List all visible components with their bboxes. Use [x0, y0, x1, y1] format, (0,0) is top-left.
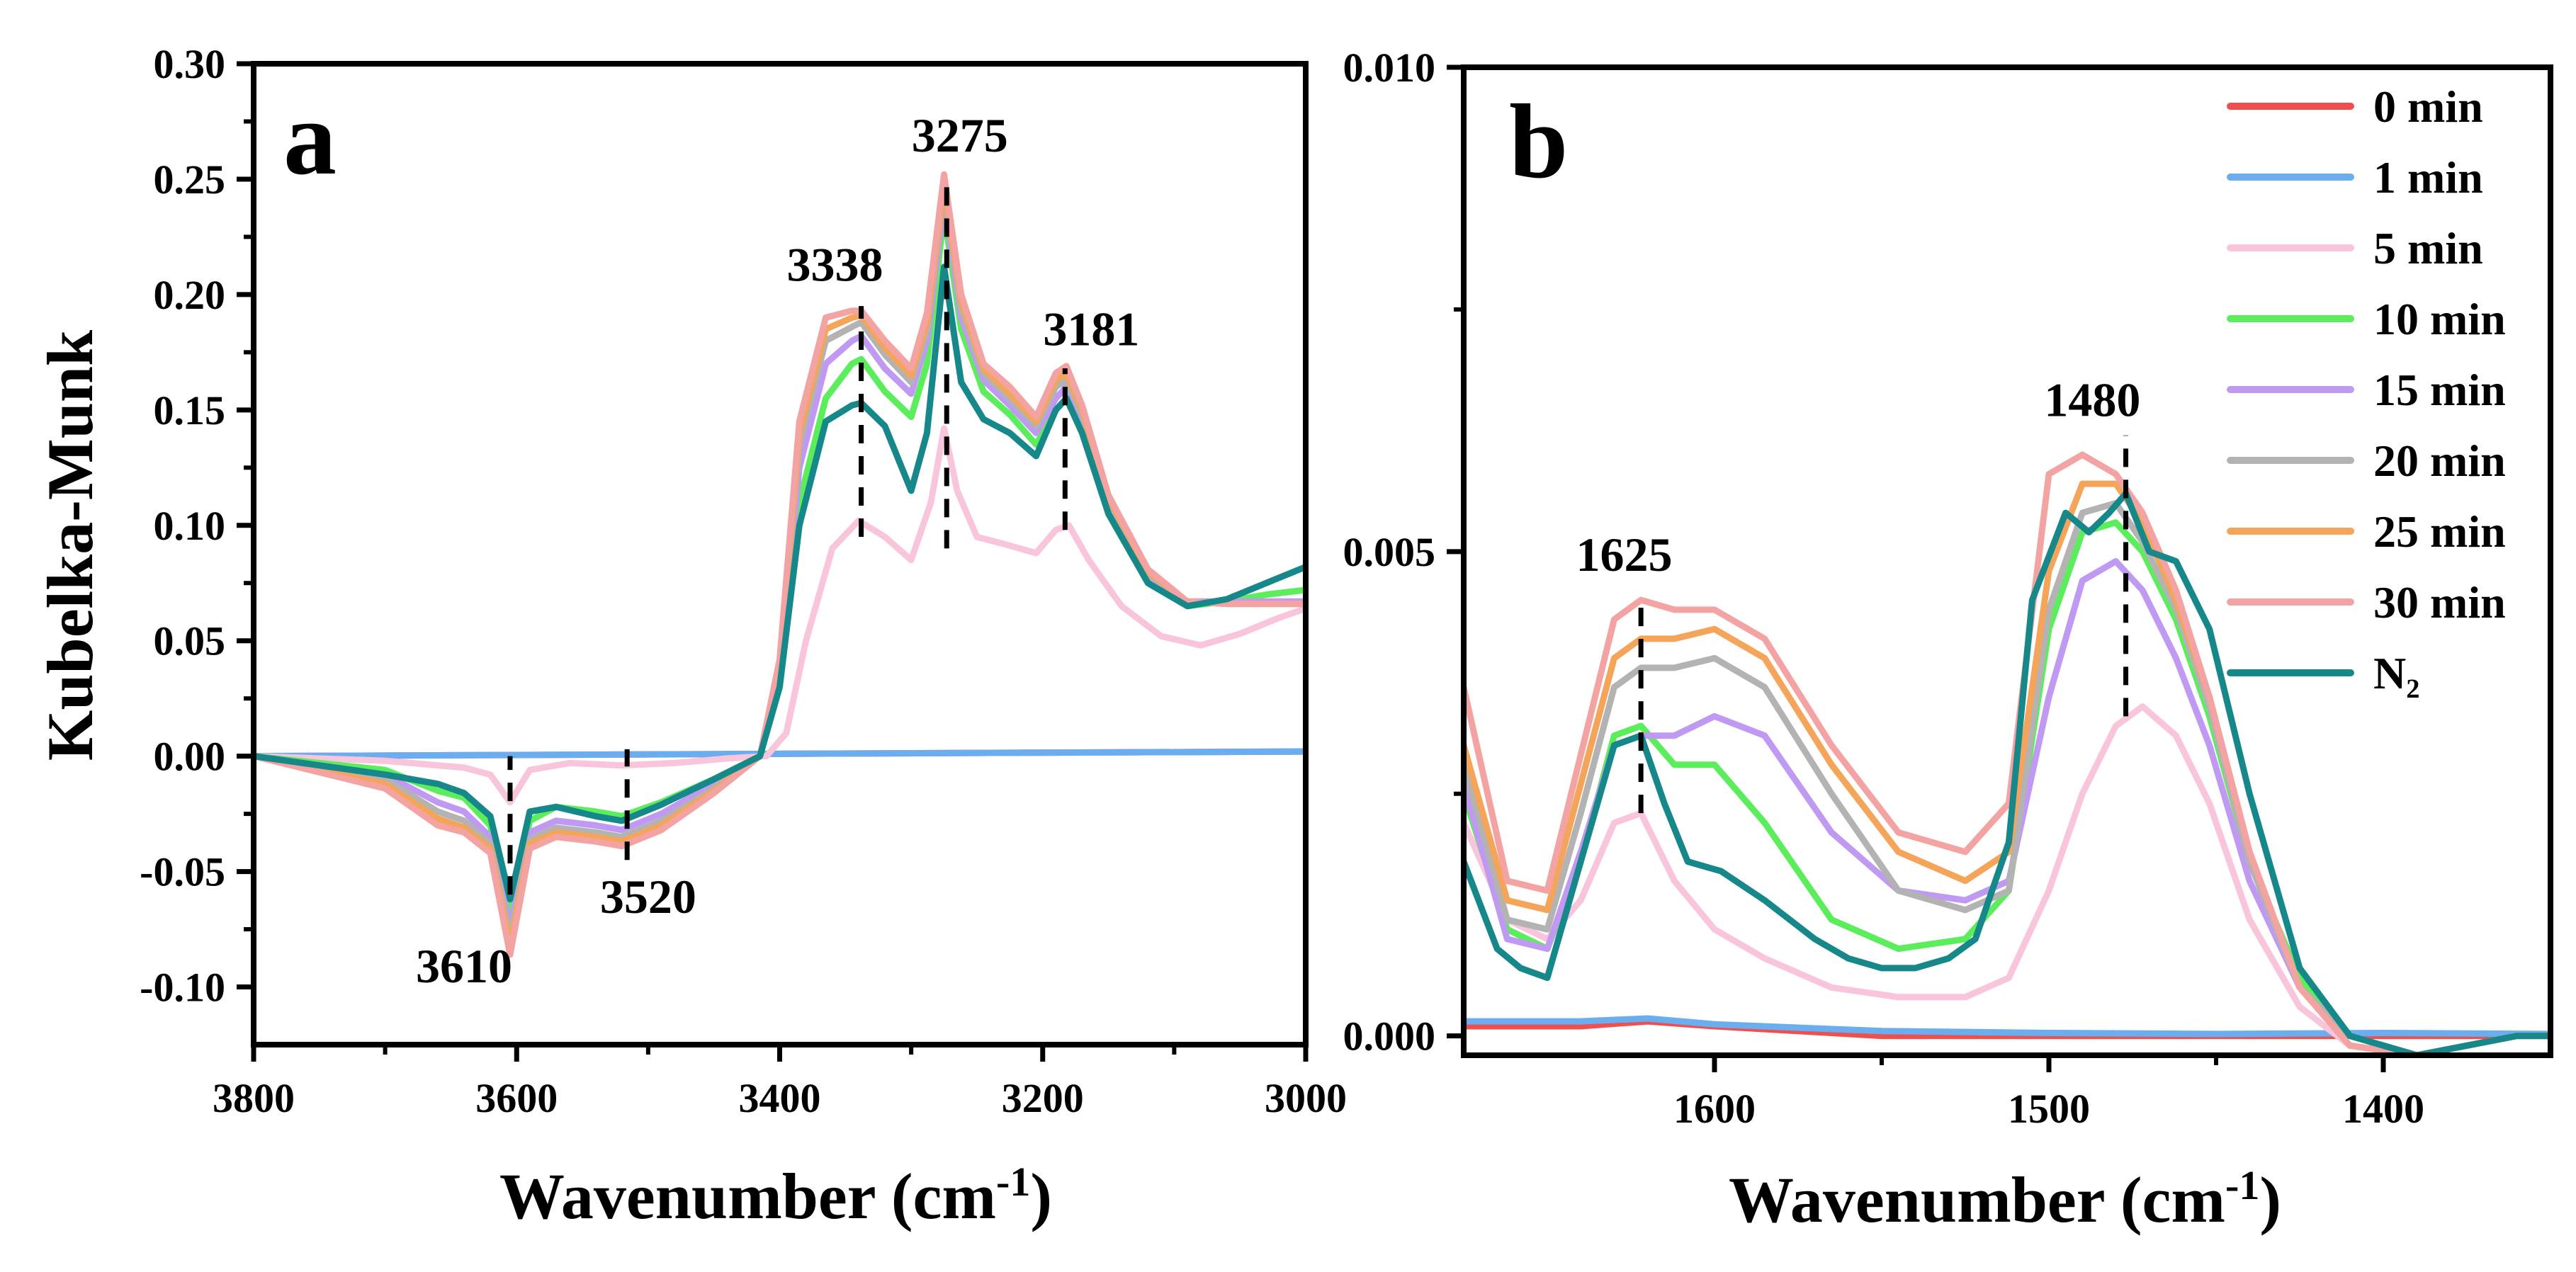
- panel-a-y-tick-label: 0.20: [154, 272, 226, 318]
- panel-b-series-1-min: [1464, 1015, 2550, 1038]
- panel-b-annotations: 1625 1480: [1576, 373, 2140, 814]
- legend-label-8: N₂: [2373, 648, 2419, 698]
- panel-b-xlabel: Wavenumber (cm-1): [1729, 1162, 2281, 1237]
- panel-b-series-n: [1464, 490, 2550, 1055]
- panel-b-x-tick-label: 1600: [1673, 1086, 1756, 1132]
- panel-a-peak-label-3338: 3338: [786, 237, 883, 291]
- panel-a-x-tick-label: 3200: [1002, 1075, 1084, 1121]
- panel-a-x-tick-label: 3000: [1265, 1075, 1347, 1121]
- panel-a-xlabel: Wavenumber (cm-1): [499, 1159, 1052, 1233]
- panel-b-axes: 1600 1500 1400 0.000 0.005 0.010: [1343, 45, 2553, 1132]
- panel-a-ylabel: Kubelka-Munk: [34, 329, 106, 761]
- panel-a-y-tick-label: 0.05: [154, 618, 226, 664]
- panel-b-y-tick-label: 0.010: [1343, 45, 1436, 91]
- panel-a-y-tick-label: -0.10: [140, 965, 225, 1011]
- panel-b-legend: 0 min 1 min 5 min 10 min 15 min 20 min 25 min 3…: [2227, 81, 2506, 698]
- legend-label-3: 10 min: [2373, 294, 2506, 344]
- panel-b-y-tick-label: 0.000: [1343, 1013, 1436, 1060]
- panel-a-letter: a: [283, 79, 337, 197]
- legend-label-5: 20 min: [2373, 436, 2506, 486]
- panel-b-letter: b: [1509, 83, 1568, 200]
- panel-a-peak-label-3181: 3181: [1043, 302, 1139, 356]
- panel-b-x-tick-label: 1400: [2342, 1086, 2424, 1132]
- panel-a-y-tick-label: 0.00: [154, 734, 226, 780]
- panel-a-frame: [251, 61, 1309, 1047]
- panel-a-x-tick-label: 3800: [213, 1075, 295, 1121]
- panel-a-xlabel-sup: -1: [996, 1159, 1030, 1205]
- panel-a-y-tick-label: 0.15: [154, 387, 226, 433]
- panel-a-xlabel-main: Wavenumber (cm: [499, 1160, 996, 1232]
- panel-b-peak-label-1625: 1625: [1576, 528, 1673, 581]
- panel-a: 3610 3520 3338 3275 3181 3800 3600 3400 3200 300…: [34, 41, 1347, 1232]
- panel-b-peak-label-1480: 1480: [2044, 373, 2140, 426]
- legend-label-0: 0 min: [2373, 81, 2483, 132]
- legend-label-7: 30 min: [2373, 577, 2506, 628]
- panel-b-plot-area: [1464, 451, 2550, 1055]
- panel-a-annotations: 3610 3520 3338 3275 3181: [416, 108, 1139, 993]
- panel-a-y-tick-label: 0.25: [154, 157, 226, 203]
- panel-a-y-tick-label: -0.05: [140, 849, 225, 895]
- panel-a-series-n: [254, 263, 1306, 903]
- legend-label-2: 5 min: [2373, 223, 2483, 273]
- panel-a-series-5-min: [254, 425, 1306, 806]
- panel-b-y-tick-label: 0.005: [1343, 529, 1436, 575]
- panel-a-plot-area: [254, 171, 1306, 958]
- panel-b-xlabel-main: Wavenumber (cm: [1729, 1164, 2225, 1236]
- legend-label-6: 25 min: [2373, 506, 2506, 557]
- panel-b-xlabel-sup: -1: [2225, 1162, 2259, 1208]
- panel-a-peak-label-3275: 3275: [912, 108, 1008, 162]
- panel-a-xlabel-close: ): [1030, 1160, 1052, 1232]
- panel-a-peak-label-3520: 3520: [600, 870, 696, 924]
- panel-a-peak-label-3610: 3610: [416, 939, 512, 993]
- panel-a-series-1-min: [254, 748, 1306, 760]
- panel-a-series-30-min: [254, 171, 1306, 958]
- panel-a-axes: 3800 3600 3400 3200 3000 -0.10 -0.05 0.00 0.05 0.…: [140, 41, 1347, 1121]
- panel-a-y-tick-label: 0.10: [154, 503, 226, 549]
- panel-b-frame: [1461, 64, 2553, 1058]
- legend-label-1: 1 min: [2373, 152, 2483, 203]
- legend-label-4: 15 min: [2373, 365, 2506, 415]
- panel-b: 1625 1480 1600 1500 1400 0.000 0.005 0.010 0 m…: [1343, 45, 2553, 1237]
- panel-a-x-tick-label: 3400: [739, 1075, 821, 1121]
- panel-a-y-tick-label: 0.30: [154, 41, 226, 87]
- panel-b-x-tick-label: 1500: [2008, 1086, 2090, 1132]
- panel-a-x-tick-label: 3600: [475, 1075, 558, 1121]
- panel-b-xlabel-close: ): [2259, 1164, 2281, 1236]
